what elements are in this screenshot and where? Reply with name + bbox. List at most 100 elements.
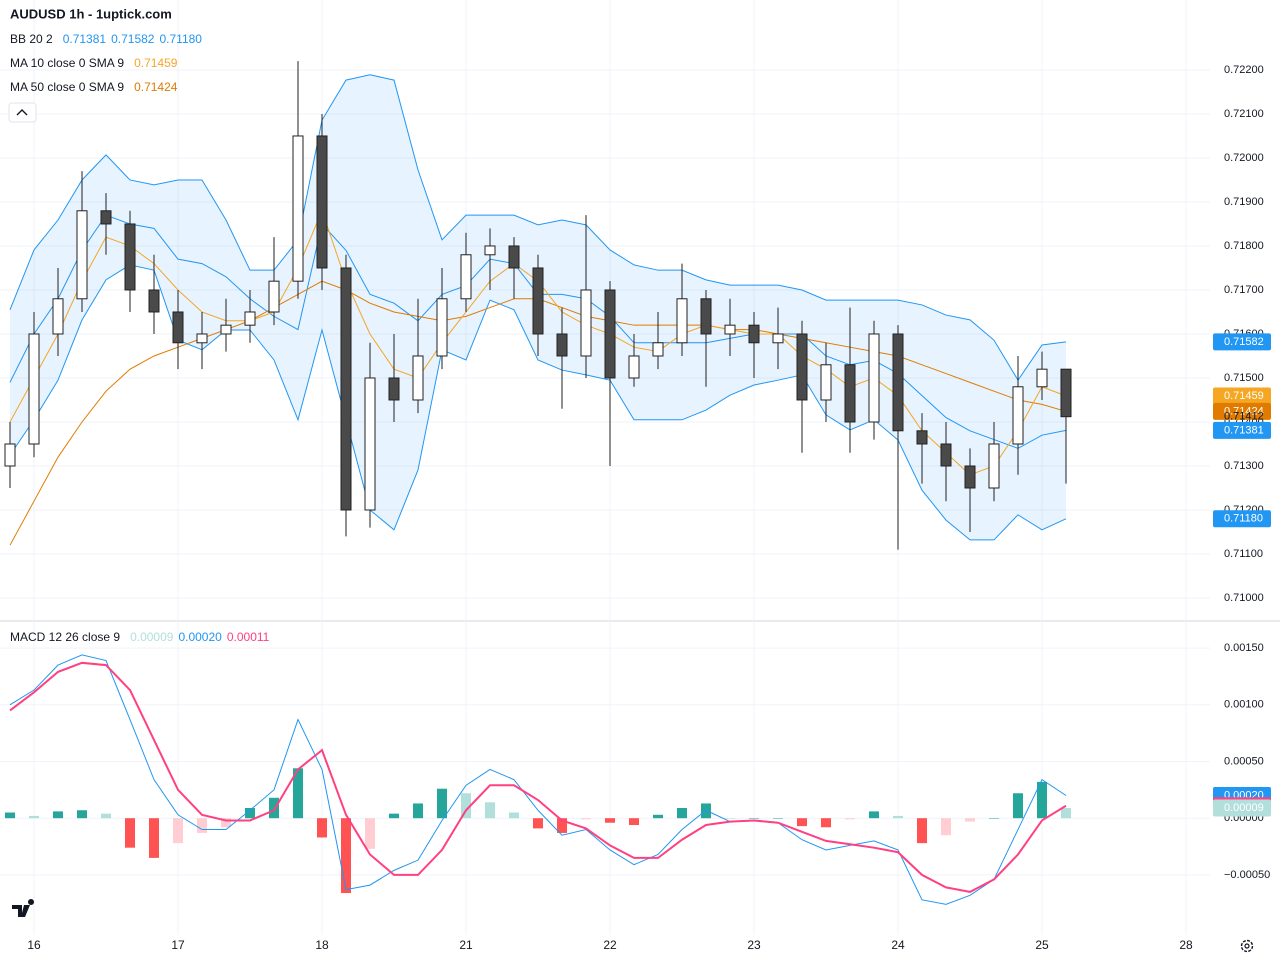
y-tick-label: −0.00050 xyxy=(1224,869,1270,881)
logo xyxy=(12,899,35,917)
legend-value: 0.71381 xyxy=(63,32,107,46)
price-badge-label: 0.71459 xyxy=(1224,390,1264,402)
candle-body xyxy=(28,333,40,445)
legend-label: MA 50 close 0 SMA 9 xyxy=(10,80,124,94)
histogram-bar xyxy=(605,818,615,823)
histogram-bar xyxy=(989,818,999,819)
price-badge-label: 0.71582 xyxy=(1224,336,1264,348)
histogram-bar xyxy=(125,818,135,848)
candle-body xyxy=(604,289,616,379)
gear-inner[interactable] xyxy=(1244,943,1250,949)
settings-icon[interactable] xyxy=(1240,939,1254,953)
legend-value: 0.71582 xyxy=(111,32,155,46)
y-tick-label: 0.72200 xyxy=(1224,64,1264,76)
candle-body xyxy=(460,254,472,300)
candle-body xyxy=(796,333,808,401)
histogram-bar xyxy=(197,818,207,833)
price-badge xyxy=(1213,799,1271,817)
histogram-bar xyxy=(845,818,855,820)
y-tick-label: 0.00050 xyxy=(1224,755,1264,767)
candle-body xyxy=(436,298,448,357)
histogram-bar xyxy=(173,818,183,844)
candle-body xyxy=(532,267,544,335)
price-badge-label: 0.71424 xyxy=(1224,405,1264,417)
legend-value: 0.71424 xyxy=(134,80,178,94)
chart-title: AUDUSD 1h - 1uptick.com xyxy=(10,6,172,21)
grid xyxy=(0,0,1210,935)
y-tick-label: 0.71000 xyxy=(1224,592,1264,604)
candle-body xyxy=(772,333,784,344)
histogram-bar xyxy=(749,818,759,819)
candle-body xyxy=(892,333,904,432)
candle-body xyxy=(340,267,352,511)
y-tick-label: 0.72000 xyxy=(1224,152,1264,164)
histogram-bar xyxy=(53,811,63,819)
macd-line xyxy=(9,654,1067,905)
histogram-bar xyxy=(725,818,735,819)
price-badge xyxy=(1213,333,1271,351)
histogram-bar xyxy=(293,768,303,819)
histogram-bar xyxy=(365,818,375,849)
candle-body xyxy=(4,443,16,467)
x-tick-label: 23 xyxy=(747,938,761,952)
histogram-bar xyxy=(101,813,111,819)
candle-body xyxy=(244,311,256,326)
price-badge xyxy=(1213,421,1271,439)
histogram-bar xyxy=(653,814,663,819)
histogram-bar xyxy=(629,818,639,825)
candle-body xyxy=(1060,368,1072,418)
bb-upper xyxy=(9,74,1067,382)
histogram-bar xyxy=(869,811,879,819)
histogram-bar xyxy=(893,815,903,819)
histogram-bar xyxy=(77,810,87,819)
x-tick-label: 28 xyxy=(1179,938,1193,952)
legend-value: 0.00009 xyxy=(130,630,174,644)
x-tick-label: 25 xyxy=(1035,938,1049,952)
candle-body xyxy=(748,324,760,344)
gear-outer[interactable] xyxy=(1240,939,1254,953)
candle-body xyxy=(868,333,880,423)
histogram-bar xyxy=(29,815,39,819)
candle-body xyxy=(388,377,400,401)
candle-body xyxy=(316,135,328,269)
legend-value: 0.71459 xyxy=(134,56,178,70)
candle-body xyxy=(916,430,928,445)
legend-label: MA 10 close 0 SMA 9 xyxy=(10,56,124,70)
histogram-bar xyxy=(437,788,447,819)
candle-body xyxy=(988,443,1000,489)
histogram-bar xyxy=(1037,781,1047,819)
histogram-bar xyxy=(341,818,351,894)
candle-body xyxy=(1036,368,1048,388)
candle-body xyxy=(820,364,832,401)
y-tick-label: 0.71300 xyxy=(1224,460,1264,472)
legend-value: 0.00020 xyxy=(178,630,222,644)
x-tick-label: 18 xyxy=(315,938,329,952)
histogram-bar xyxy=(5,812,15,819)
histogram-bar xyxy=(821,818,831,828)
x-tick-label: 17 xyxy=(171,938,185,952)
candle-body xyxy=(220,324,232,335)
candle-body xyxy=(100,210,112,225)
histogram-bar xyxy=(917,818,927,844)
histogram-bar xyxy=(149,818,159,858)
candle-body xyxy=(76,210,88,300)
price-badge-label: 0.71180 xyxy=(1224,513,1263,525)
x-tick-label: 22 xyxy=(603,938,617,952)
y-tick-label: 0.00100 xyxy=(1224,699,1264,711)
chevron-icon[interactable] xyxy=(16,109,28,116)
signal-line xyxy=(9,661,1067,893)
bb-lower xyxy=(9,264,1067,541)
histogram-bar xyxy=(581,818,591,820)
histogram-bar xyxy=(221,818,231,828)
x-tick-label: 21 xyxy=(459,938,473,952)
candle-body xyxy=(364,377,376,511)
candle-body xyxy=(196,333,208,344)
collapse-button[interactable] xyxy=(8,102,37,123)
button-frame[interactable] xyxy=(8,102,37,123)
candle-body xyxy=(124,223,136,291)
histogram-bar xyxy=(965,818,975,822)
y-tick-label: 0.00150 xyxy=(1224,642,1264,654)
y-tick-label: 0.72100 xyxy=(1224,108,1264,120)
